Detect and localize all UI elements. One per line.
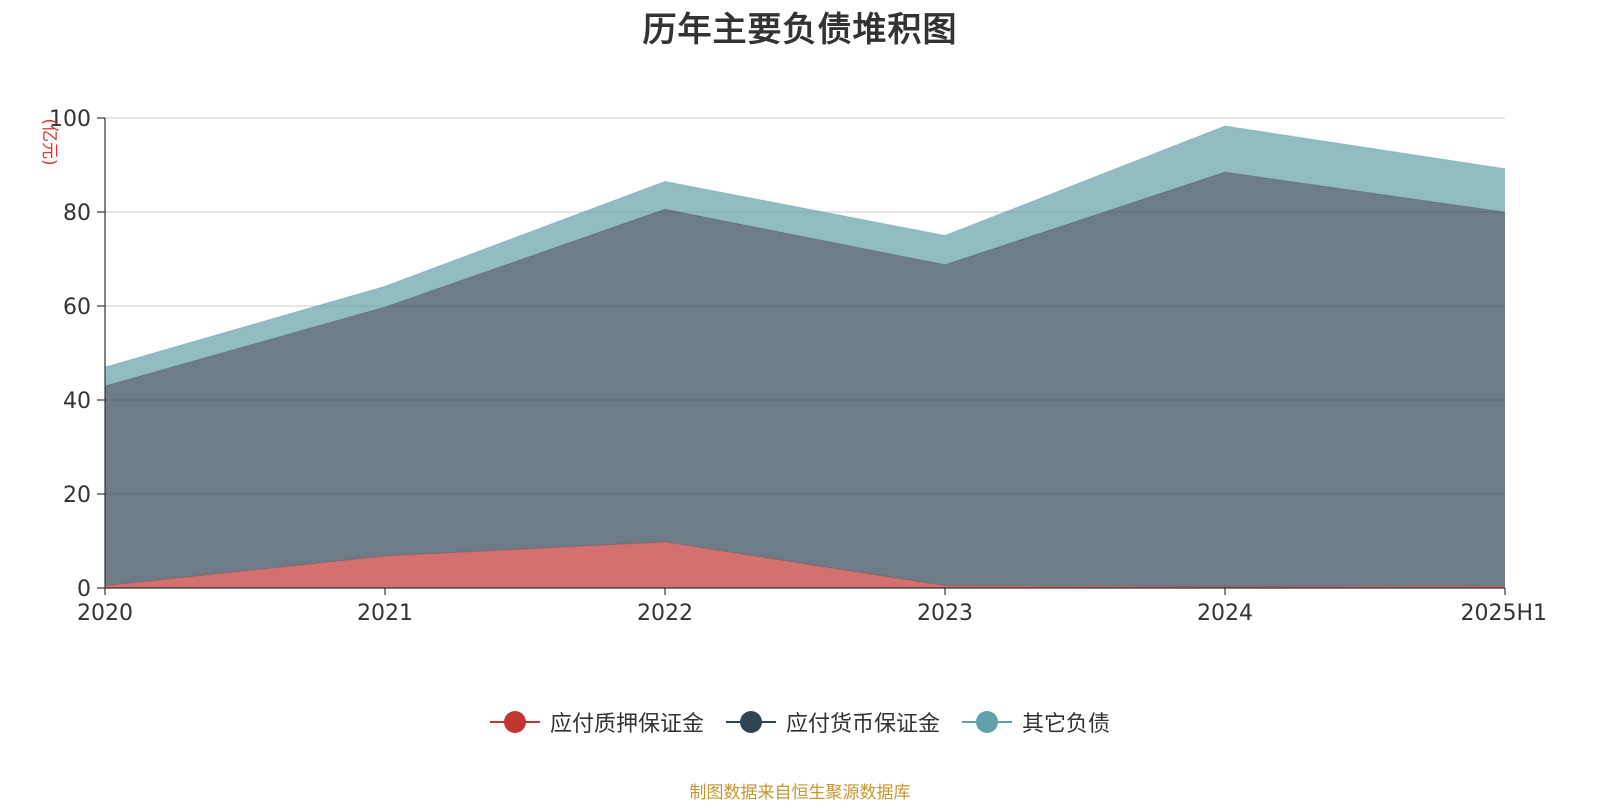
y-tick-label: 20 — [63, 483, 91, 508]
y-tick-label: 40 — [63, 389, 91, 414]
x-tick-label: 2021 — [357, 601, 413, 626]
x-tick-label: 2020 — [77, 601, 133, 626]
x-tick-label: 2025H1 — [1460, 601, 1547, 626]
legend-marker-dot — [976, 711, 998, 733]
legend-item[interactable]: 其它负债 — [962, 706, 1110, 738]
x-tick-label: 2024 — [1197, 601, 1253, 626]
legend-marker-dot — [739, 711, 762, 733]
x-tick-label: 2022 — [637, 601, 693, 626]
legend: 应付质押保证金 应付货币保证金 其它负债 — [0, 706, 1600, 738]
y-tick-label: 100 — [49, 107, 91, 132]
legend-label: 其它负债 — [1022, 712, 1111, 737]
legend-marker-icon — [489, 708, 540, 736]
x-tick-label: 2023 — [917, 601, 973, 626]
series-area — [105, 172, 1505, 587]
legend-label: 应付货币保证金 — [785, 712, 940, 737]
y-axis-unit: (亿元) — [39, 118, 59, 165]
legend-item[interactable]: 应付质押保证金 — [489, 706, 704, 738]
legend-item[interactable]: 应付货币保证金 — [725, 706, 940, 738]
chart-title: 历年主要负债堆积图 — [642, 10, 958, 50]
source-note: 制图数据来自恒生聚源数据库 — [689, 783, 911, 803]
y-tick-label: 0 — [77, 577, 91, 602]
legend-marker-icon — [962, 708, 1012, 736]
legend-marker-dot — [503, 711, 526, 733]
axes: 0 20 40 60 80 100 2020 2021 2022 2023 2024 2025H1 — [49, 107, 1547, 626]
series-area — [105, 125, 1505, 386]
legend-label: 应付质押保证金 — [549, 712, 704, 737]
y-tick-label: 60 — [63, 295, 91, 320]
series-line — [104, 125, 1506, 368]
stacked-areas — [104, 125, 1506, 588]
legend-marker-icon — [725, 708, 776, 736]
series-area — [105, 541, 1505, 588]
y-tick-label: 80 — [63, 201, 91, 226]
